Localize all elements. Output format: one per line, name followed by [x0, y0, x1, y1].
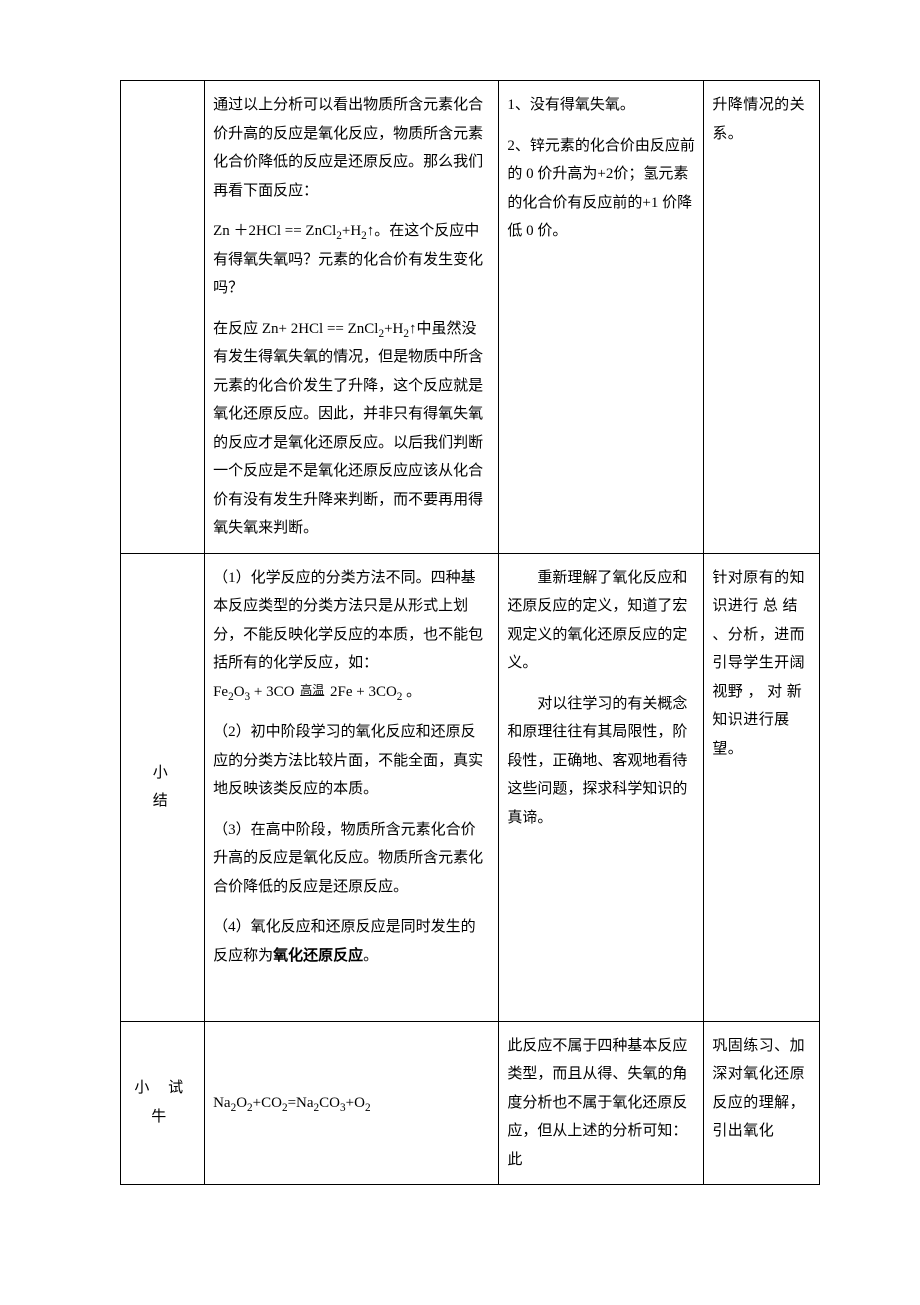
table-row: 小结 （1）化学反应的分类方法不同。四种基本反应类型的分类方法只是从形式上划分，…	[121, 553, 820, 1021]
table-row: 通过以上分析可以看出物质所含元素化合价升高的反应是氧化反应，物质所含元素化合价降…	[121, 81, 820, 554]
text: + 3CO	[250, 684, 298, 700]
teacher-content-cell: 通过以上分析可以看出物质所含元素化合价升高的反应是氧化反应，物质所含元素化合价降…	[205, 81, 499, 554]
text: O	[236, 1095, 247, 1111]
paragraph: 针对原有的知识进行 总 结 、分析，进而引导学生开阔视野 ， 对 新知识进行展望…	[712, 564, 811, 764]
row-label-cell: 小 试 牛	[121, 1021, 205, 1185]
text: 2Fe + 3CO	[326, 684, 397, 700]
intent-cell: 巩固练习、加深对氧化还原反应的理解，引出氧化	[704, 1021, 820, 1185]
paragraph: 升降情况的关系。	[712, 91, 811, 148]
bold-text: 氧化还原反应	[273, 948, 363, 964]
paragraph: 1、没有得氧失氧。	[507, 91, 695, 120]
teacher-content-cell: （1）化学反应的分类方法不同。四种基本反应类型的分类方法只是从形式上划分，不能反…	[205, 553, 499, 1021]
lesson-table: 通过以上分析可以看出物质所含元素化合价升高的反应是氧化反应，物质所含元素化合价降…	[120, 80, 820, 1185]
text: +CO	[253, 1095, 282, 1111]
paragraph-spacer	[213, 982, 490, 1011]
intent-cell: 针对原有的知识进行 总 结 、分析，进而引导学生开阔视野 ， 对 新知识进行展望…	[704, 553, 820, 1021]
paragraph: （1）化学反应的分类方法不同。四种基本反应类型的分类方法只是从形式上划分，不能反…	[213, 564, 490, 707]
text: （1）化学反应的分类方法不同。四种基本反应类型的分类方法只是从形式上划分，不能反…	[213, 570, 483, 672]
paragraph: Zn ＋2HCl == ZnCl2+H2↑。在这个反应中有得氧失氧吗？元素的化合…	[213, 217, 490, 303]
row-label-text: 小 试 牛	[134, 1080, 190, 1125]
row-label-cell	[121, 81, 205, 554]
reaction-condition: 高温	[300, 679, 324, 702]
text: Na	[213, 1095, 231, 1111]
paragraph: 在反应 Zn+ 2HCl == ZnCl2+H2↑中虽然没有发生得氧失氧的情况，…	[213, 315, 490, 543]
paragraph: （4）氧化反应和还原反应是同时发生的反应称为氧化还原反应。	[213, 913, 490, 970]
teacher-content-cell: Na2O2+CO2=Na2CO3+O2	[205, 1021, 499, 1185]
student-content-cell: 此反应不属于四种基本反应类型，而且从得、失氧的角度分析也不属于氧化还原反应，但从…	[499, 1021, 704, 1185]
paragraph: 通过以上分析可以看出物质所含元素化合价升高的反应是氧化反应，物质所含元素化合价降…	[213, 91, 490, 205]
text: CO	[319, 1095, 340, 1111]
paragraph: 巩固练习、加深对氧化还原反应的理解，引出氧化	[712, 1032, 811, 1146]
subscript: 2	[397, 691, 403, 703]
text: Zn ＋2HCl == ZnCl	[213, 223, 336, 239]
document-page: 通过以上分析可以看出物质所含元素化合价升高的反应是氧化反应，物质所含元素化合价降…	[0, 0, 920, 1305]
text: +O	[346, 1095, 365, 1111]
paragraph: 对以往学习的有关概念和原理往往有其局限性，阶段性，正确地、客观地看待这些问题，探…	[507, 690, 695, 833]
intent-cell: 升降情况的关系。	[704, 81, 820, 554]
paragraph: （3）在高中阶段，物质所含元素化合价升高的反应是氧化反应。物质所含元素化合价降低…	[213, 816, 490, 902]
text: +H	[342, 223, 361, 239]
student-content-cell: 重新理解了氧化反应和还原反应的定义，知道了宏观定义的氧化还原反应的定义。 对以往…	[499, 553, 704, 1021]
student-content-cell: 1、没有得氧失氧。 2、锌元素的化合价由反应前的 0 价升高为+2价；氢元素的化…	[499, 81, 704, 554]
paragraph: （2）初中阶段学习的氧化反应和还原反应的分类方法比较片面，不能全面，真实地反映该…	[213, 718, 490, 804]
paragraph: 重新理解了氧化反应和还原反应的定义，知道了宏观定义的氧化还原反应的定义。	[507, 564, 695, 678]
text: Fe	[213, 684, 228, 700]
text: O	[234, 684, 245, 700]
subscript: 2	[365, 1102, 371, 1114]
row-label-text: 小结	[129, 759, 196, 816]
text: 。	[406, 684, 421, 700]
text: ↑中虽然没有发生得氧失氧的情况，但是物质中所含元素的化合价发生了升降，这个反应就…	[213, 321, 483, 537]
text: 在反应 Zn+ 2HCl == ZnCl	[213, 321, 378, 337]
table-row: 小 试 牛 Na2O2+CO2=Na2CO3+O2 此反应不属于四种基本反应类型…	[121, 1021, 820, 1185]
paragraph: 2、锌元素的化合价由反应前的 0 价升高为+2价；氢元素的化合价有反应前的+1 …	[507, 132, 695, 246]
text: +H	[384, 321, 403, 337]
row-label-cell: 小结	[121, 553, 205, 1021]
text: 。	[363, 948, 378, 964]
chemical-formula: Na2O2+CO2=Na2CO3+O2	[213, 1089, 490, 1118]
text: =Na	[288, 1095, 314, 1111]
paragraph: 此反应不属于四种基本反应类型，而且从得、失氧的角度分析也不属于氧化还原反应，但从…	[507, 1032, 695, 1175]
chemical-formula: Fe2O3 + 3CO 高温 2Fe + 3CO2	[213, 684, 406, 700]
